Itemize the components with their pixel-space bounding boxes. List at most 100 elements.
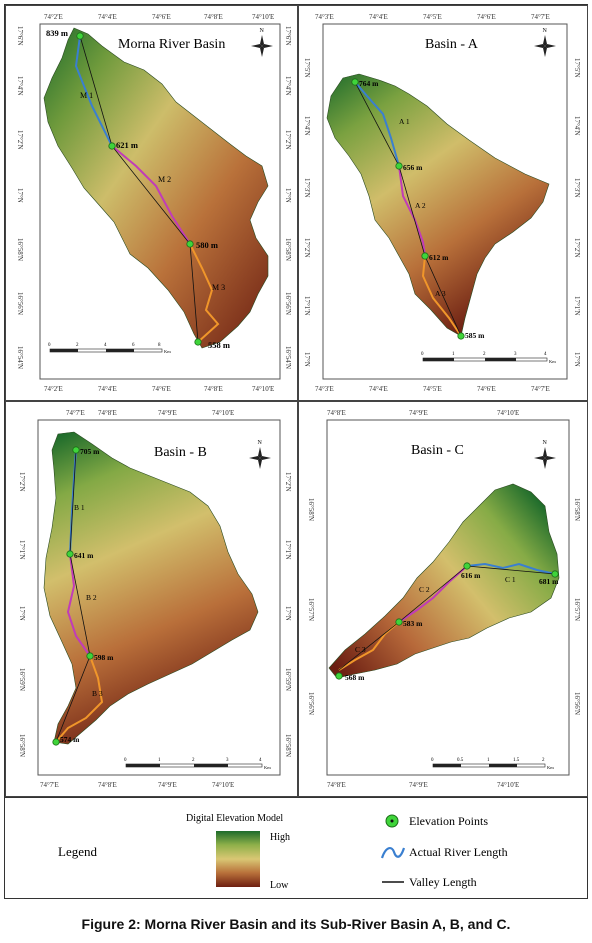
panel-title: Morna River Basin: [118, 37, 225, 52]
point-label-1: 764 m: [359, 79, 379, 88]
right-tick-1: 17°1'N: [284, 540, 292, 560]
valley-length-line: [55, 449, 91, 743]
north-arrow: N: [534, 440, 556, 469]
right-tick-4: 16°58'N: [284, 734, 292, 757]
river-segment-c3: [338, 621, 400, 671]
right-tick-0: 17°6'N: [284, 26, 292, 46]
top-tick-2: 74°9'E: [158, 409, 177, 417]
north-label: N: [260, 28, 265, 34]
scale-unit: Km: [164, 349, 171, 354]
valley-length-label: Valley Length: [409, 875, 477, 889]
basin-a-map: 764 m 656 m 612 m 585 m A 1 A 2 A 3 Basi…: [303, 13, 581, 393]
top-tick-3: 74°6'E: [477, 13, 496, 21]
left-tick-5: 16°56'N: [16, 292, 24, 315]
left-tick-3: 17°N: [16, 188, 24, 203]
scale-unit: Km: [264, 765, 271, 770]
river-segment-b3: [55, 655, 104, 743]
river-segment-c2: [398, 565, 468, 623]
left-tick-0: 17°6'N: [16, 26, 24, 46]
right-tick-1: 17°4'N: [284, 76, 292, 96]
scale-label-2: 2: [483, 352, 486, 357]
point-label-3: 612 m: [429, 253, 449, 262]
point-label-4: 568 m: [345, 673, 365, 682]
scale-label-3: 6: [132, 343, 135, 348]
scale-label-2: 4: [104, 343, 107, 348]
bottom-tick-3: 74°10'E: [212, 781, 234, 789]
river-segment-a1: [354, 81, 400, 167]
bottom-tick-0: 74°7'E: [40, 781, 59, 789]
bottom-tick-2: 74°5'E: [423, 385, 442, 393]
right-tick-6: 16°54'N: [284, 346, 292, 369]
point-label-1: 705 m: [80, 447, 100, 456]
left-tick-2: 17°N: [18, 606, 26, 621]
basin-a-polygon: [326, 73, 550, 337]
river-segment-m1: [74, 35, 113, 147]
scale-label-1: 2: [76, 343, 79, 348]
point-label-2: 616 m: [461, 571, 481, 580]
panel-morna-river-basin: 839 m 621 m 580 m 558 m M 1 M 2 M 3 Morn…: [5, 5, 298, 401]
left-tick-1: 17°4'N: [16, 76, 24, 96]
right-tick-0: 17°2'N: [284, 472, 292, 492]
left-tick-2: 16°56'N: [307, 692, 315, 715]
bottom-tick-2: 74°6'E: [152, 385, 171, 393]
top-tick-2: 74°5'E: [423, 13, 442, 21]
left-tick-3: 17°2'N: [303, 238, 311, 258]
top-tick-0: 74°8'E: [327, 409, 346, 417]
segment-label-m3: M 3: [212, 283, 225, 292]
north-label: N: [258, 440, 263, 446]
point-label-4: 574 m: [60, 735, 80, 744]
point-label-3: 583 m: [403, 619, 423, 628]
scale-label-0: 0: [124, 758, 127, 763]
map-frame: [37, 419, 281, 776]
segment-label-c1: C 1: [505, 575, 516, 584]
right-tick-5: 17°N: [573, 352, 581, 367]
map-frame: [39, 23, 281, 380]
top-tick-3: 74°10'E: [212, 409, 234, 417]
north-label: N: [543, 28, 548, 34]
elevation-points: [52, 446, 94, 746]
scale-label-4: 4: [544, 352, 547, 357]
left-tick-2: 17°2'N: [16, 130, 24, 150]
dem-high-label: High: [270, 832, 290, 843]
left-tick-1: 17°4'N: [303, 116, 311, 136]
legend: Legend Digital Elevation Model High Low …: [4, 797, 588, 899]
bottom-tick-4: 74°10'E: [252, 385, 274, 393]
left-tick-1: 16°57'N: [307, 598, 315, 621]
bottom-tick-0: 74°3'E: [315, 385, 334, 393]
left-tick-2: 17°3'N: [303, 178, 311, 198]
scale-unit: Km: [547, 765, 554, 770]
segment-label-a3: A 3: [435, 289, 446, 298]
river-segment-c1: [466, 562, 556, 575]
elevation-points: [76, 32, 202, 346]
bottom-tick-2: 74°10'E: [497, 781, 519, 789]
panel-basin-b: 705 m 641 m 598 m 574 m B 1 B 2 B 3 Basi…: [5, 401, 298, 797]
scale-label-0: 0: [431, 758, 434, 763]
scale-label-1: 0.5: [457, 758, 464, 763]
scale-bar: 0 0.5 1 1.5 2 Km: [431, 758, 554, 770]
top-tick-1: 74°9'E: [409, 409, 428, 417]
panel-title: Basin - B: [154, 445, 207, 460]
scale-unit: Km: [549, 359, 556, 364]
scale-bar: 0 2 4 6 8 Km: [48, 343, 171, 354]
bottom-tick-1: 74°4'E: [98, 385, 117, 393]
scale-label-3: 3: [514, 352, 517, 357]
elevation-points-label: Elevation Points: [409, 814, 488, 828]
river-length-symbol: [380, 847, 406, 859]
bottom-tick-2: 74°9'E: [158, 781, 177, 789]
scale-label-4: 8: [158, 343, 161, 348]
left-tick-3: 16°59'N: [18, 668, 26, 691]
right-tick-4: 16°58'N: [284, 238, 292, 261]
panel-basin-a: 764 m 656 m 612 m 585 m A 1 A 2 A 3 Basi…: [298, 5, 588, 401]
river-segment-b2: [66, 553, 91, 657]
point-label-3: 580 m: [196, 240, 218, 250]
top-tick-3: 74°8'E: [204, 13, 223, 21]
point-label-2: 621 m: [116, 140, 138, 150]
basin-c-polygon: [328, 483, 560, 679]
bottom-tick-1: 74°9'E: [409, 781, 428, 789]
point-label-1: 839 m: [46, 28, 68, 38]
bottom-tick-3: 74°8'E: [204, 385, 223, 393]
right-tick-2: 17°2'N: [284, 130, 292, 150]
figure-caption: Figure 2: Morna River Basin and its Sub-…: [81, 916, 511, 932]
point-label-3: 598 m: [94, 653, 114, 662]
right-tick-4: 17°1'N: [573, 296, 581, 316]
